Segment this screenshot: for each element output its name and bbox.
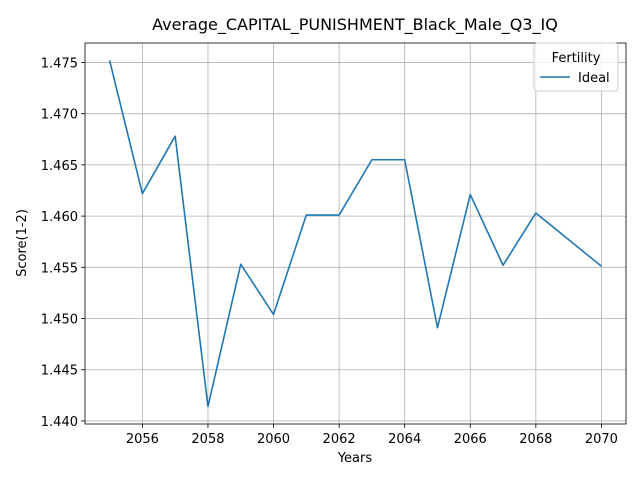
series-layer: [108, 60, 602, 408]
legend-box: [533, 42, 619, 92]
x-tick-label: 2068: [519, 432, 552, 447]
y-tick-label: 1.455: [41, 261, 78, 276]
grid-lines: [85, 43, 626, 424]
y-tick-label: 1.475: [41, 56, 78, 71]
legend: Fertility Ideal: [533, 42, 619, 92]
series-line-ideal: [108, 60, 602, 408]
x-tick-label: 2058: [191, 432, 224, 447]
y-tick-label: 1.460: [41, 210, 78, 225]
x-tick-label: 2056: [126, 432, 159, 447]
chart-title: Average_CAPITAL_PUNISHMENT_Black_Male_Q3…: [152, 15, 558, 35]
y-tick-label: 1.470: [41, 108, 78, 123]
x-tick-label: 2064: [388, 432, 421, 447]
x-tick-label: 2070: [585, 432, 618, 447]
y-tick-label: 1.445: [41, 364, 78, 379]
x-tick-label: 2066: [454, 432, 487, 447]
y-axis-label: Score(1-2): [15, 209, 30, 277]
x-tick-label: 2062: [323, 432, 356, 447]
x-axis-ticks: 2056 2058 2060 2062 2064 2066 2068 2070: [126, 424, 618, 447]
x-axis-label: Years: [337, 451, 373, 466]
plot-frame: [84, 42, 627, 425]
y-tick-label: 1.465: [41, 159, 78, 174]
x-tick-label: 2060: [257, 432, 290, 447]
legend-title: Fertility: [552, 51, 601, 66]
legend-entry-label: Ideal: [578, 71, 610, 86]
y-tick-label: 1.440: [41, 415, 78, 430]
y-tick-label: 1.450: [41, 313, 78, 328]
y-axis-ticks: 1.440 1.445 1.450 1.455 1.460 1.465 1.470 1.475: [41, 56, 85, 430]
